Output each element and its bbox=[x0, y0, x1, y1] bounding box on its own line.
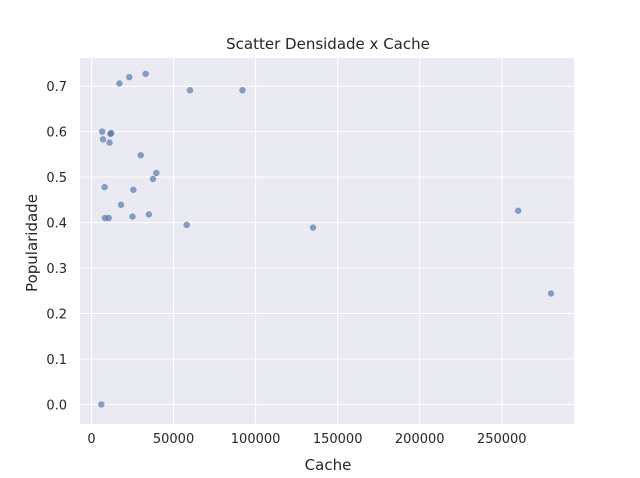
y-tick-label: 0.4 bbox=[46, 217, 67, 232]
x-axis-label: Cache bbox=[305, 456, 352, 474]
data-point bbox=[105, 214, 112, 222]
x-tick-label: 200000 bbox=[395, 432, 445, 447]
data-point bbox=[514, 207, 522, 214]
y-axis-label: Popularidade bbox=[23, 194, 41, 292]
x-tick-label: 0 bbox=[87, 432, 95, 447]
y-tick-label: 0.3 bbox=[46, 262, 67, 277]
x-tick-label: 250000 bbox=[477, 432, 527, 447]
data-point bbox=[126, 73, 133, 81]
y-tick-label: 0.6 bbox=[46, 126, 67, 141]
y-tick-label: 0.1 bbox=[46, 353, 67, 368]
x-axis-ticks: 0 50000 100000 150000 200000 250000 bbox=[87, 432, 526, 447]
data-point bbox=[137, 152, 144, 159]
y-tick-label: 0.7 bbox=[46, 80, 67, 95]
chart-title: Scatter Densidade x Cache bbox=[226, 35, 430, 53]
y-tick-label: 0.0 bbox=[46, 398, 67, 413]
data-point bbox=[101, 183, 108, 191]
x-tick-label: 50000 bbox=[153, 432, 194, 447]
data-point bbox=[130, 186, 137, 194]
data-point bbox=[99, 136, 107, 143]
data-point bbox=[149, 175, 157, 183]
data-point bbox=[239, 87, 246, 94]
y-tick-label: 0.5 bbox=[46, 171, 67, 186]
data-point bbox=[153, 169, 160, 177]
y-axis-ticks: 0.0 0.1 0.2 0.3 0.4 0.5 0.6 0.7 bbox=[46, 80, 67, 413]
data-point bbox=[106, 139, 113, 146]
x-tick-label: 150000 bbox=[313, 432, 363, 447]
data-point bbox=[116, 80, 123, 87]
plot-area bbox=[80, 58, 574, 424]
data-point bbox=[98, 401, 105, 408]
y-tick-label: 0.2 bbox=[46, 308, 67, 323]
x-tick-label: 100000 bbox=[231, 432, 281, 447]
data-point bbox=[98, 128, 106, 135]
data-point bbox=[183, 221, 190, 229]
data-points bbox=[98, 70, 555, 408]
data-point bbox=[117, 201, 125, 209]
data-point bbox=[309, 224, 317, 231]
grid-lines bbox=[80, 58, 574, 424]
data-point bbox=[547, 290, 555, 297]
data-point bbox=[129, 213, 136, 220]
data-point bbox=[186, 87, 194, 94]
data-point bbox=[107, 129, 115, 137]
data-point bbox=[145, 211, 153, 218]
data-point bbox=[142, 70, 149, 78]
